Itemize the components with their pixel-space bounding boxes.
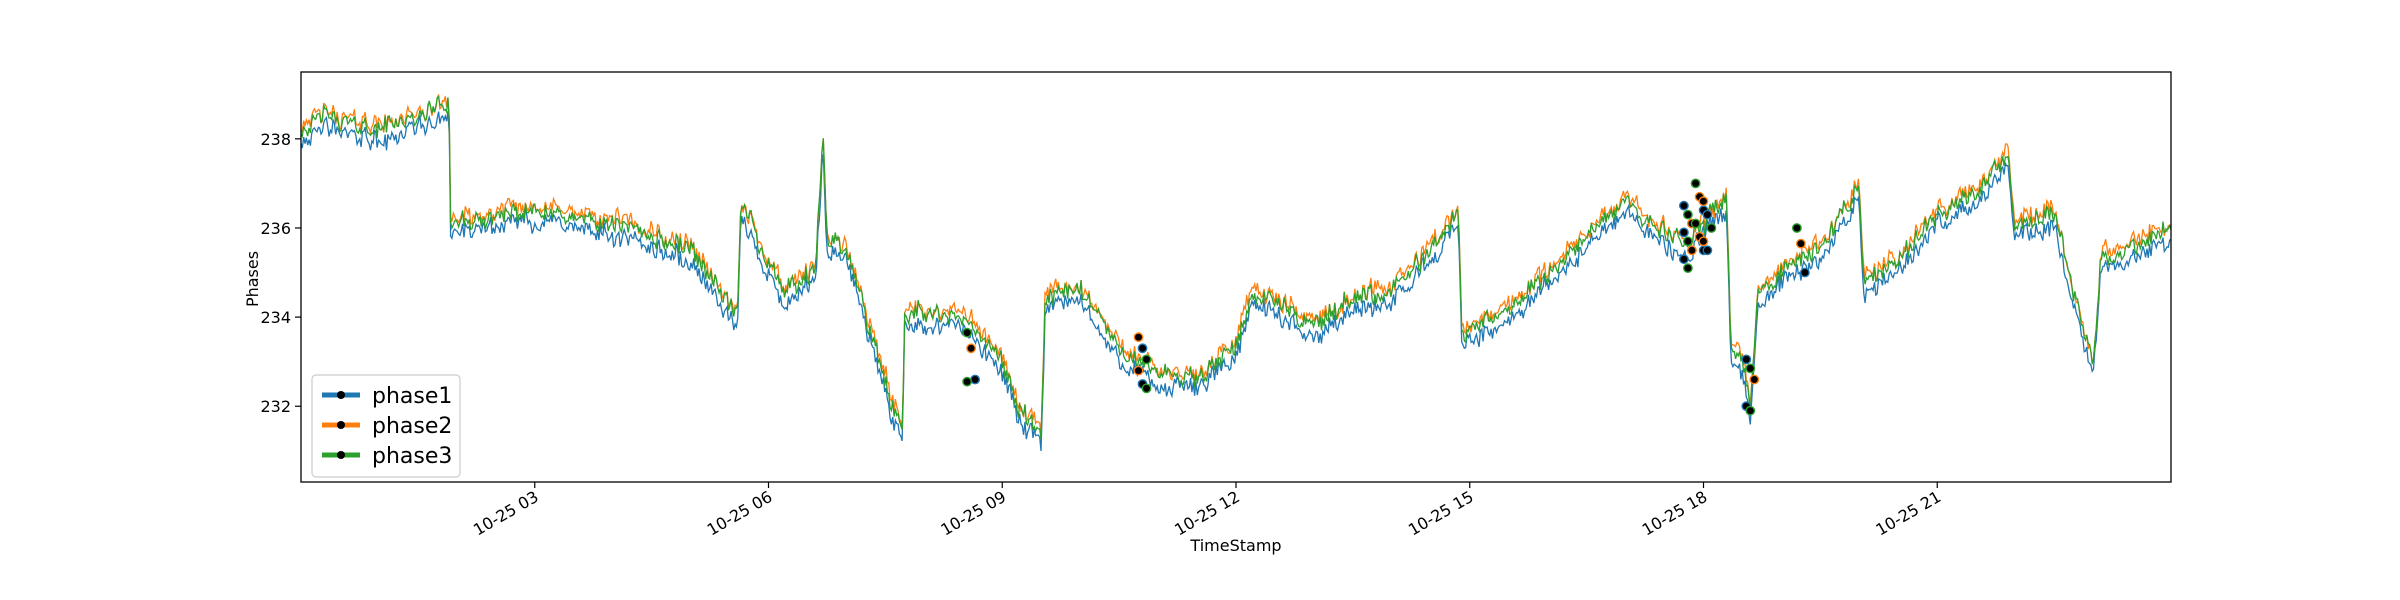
legend-label: phase1 [372,384,452,409]
anomaly-point [1690,218,1701,229]
x-tick-label: 10-25 09 [937,487,1009,539]
series-line-phase2 [301,94,2171,436]
x-tick-label: 10-25 03 [470,487,542,539]
anomaly-point [962,376,972,387]
anomaly-point [962,327,972,338]
anomaly-point [1745,405,1756,416]
x-axis: 10-25 03 10-25 06 10-25 09 10-25 12 10-25 15… [470,482,1944,539]
anomaly-point [1133,365,1144,376]
x-tick-label: 10-25 21 [1872,487,1944,539]
y-tick-label: 234 [260,308,291,327]
y-axis: 232 234 236 238 [260,130,301,416]
anomaly-point [1683,263,1693,273]
anomaly-point [1137,343,1148,354]
x-tick-label: 10-25 15 [1405,487,1477,539]
anomaly-point [1741,354,1752,365]
legend-item-phase2: phase2 [322,414,452,439]
plot-frame [300,71,2172,483]
legend-box [311,374,461,478]
anomaly-point [966,343,976,354]
anomaly-point [1702,245,1713,256]
legend-marker [337,391,345,399]
anomaly-point [1141,383,1152,394]
y-axis-label: Phases [243,251,262,307]
anomaly-point [1706,223,1717,233]
anomaly-point [1687,245,1697,256]
anomaly-point [1679,227,1689,238]
anomaly-point [1683,209,1693,220]
legend-item-phase1: phase1 [322,384,452,409]
anomaly-point [1679,254,1689,265]
legend: phase1 phase2 phase3 [311,374,461,478]
anomaly-point [1749,374,1760,385]
y-tick-label: 238 [260,130,291,149]
anomaly-point [1702,209,1713,220]
plot-area [301,94,2171,452]
x-axis-label: TimeStamp [1189,536,1281,555]
anomaly-point [1133,332,1144,343]
anomaly-point [1698,236,1709,247]
x-tick-label: 10-25 06 [704,487,776,539]
anomaly-point [1141,354,1152,365]
anomaly-point [1679,200,1689,211]
anomaly-point [1698,196,1709,207]
anomaly-point [1745,363,1756,374]
series-line-phase3 [301,95,2171,440]
series-line-phase1 [301,111,2171,452]
anomaly-point [1800,267,1810,278]
anomaly-point [1796,238,1806,249]
anomaly-point [1690,178,1701,189]
anomaly-point [970,374,980,385]
x-tick-label: 10-25 18 [1639,487,1711,539]
x-tick-label: 10-25 12 [1171,487,1243,539]
legend-label: phase2 [372,414,452,439]
y-tick-label: 236 [260,219,291,238]
legend-label: phase3 [372,444,452,469]
y-tick-label: 232 [260,397,291,416]
legend-item-phase3: phase3 [322,444,452,469]
anomaly-point [1683,236,1693,247]
legend-marker [337,421,345,429]
anomaly-point [1792,223,1802,233]
legend-marker [337,451,345,459]
